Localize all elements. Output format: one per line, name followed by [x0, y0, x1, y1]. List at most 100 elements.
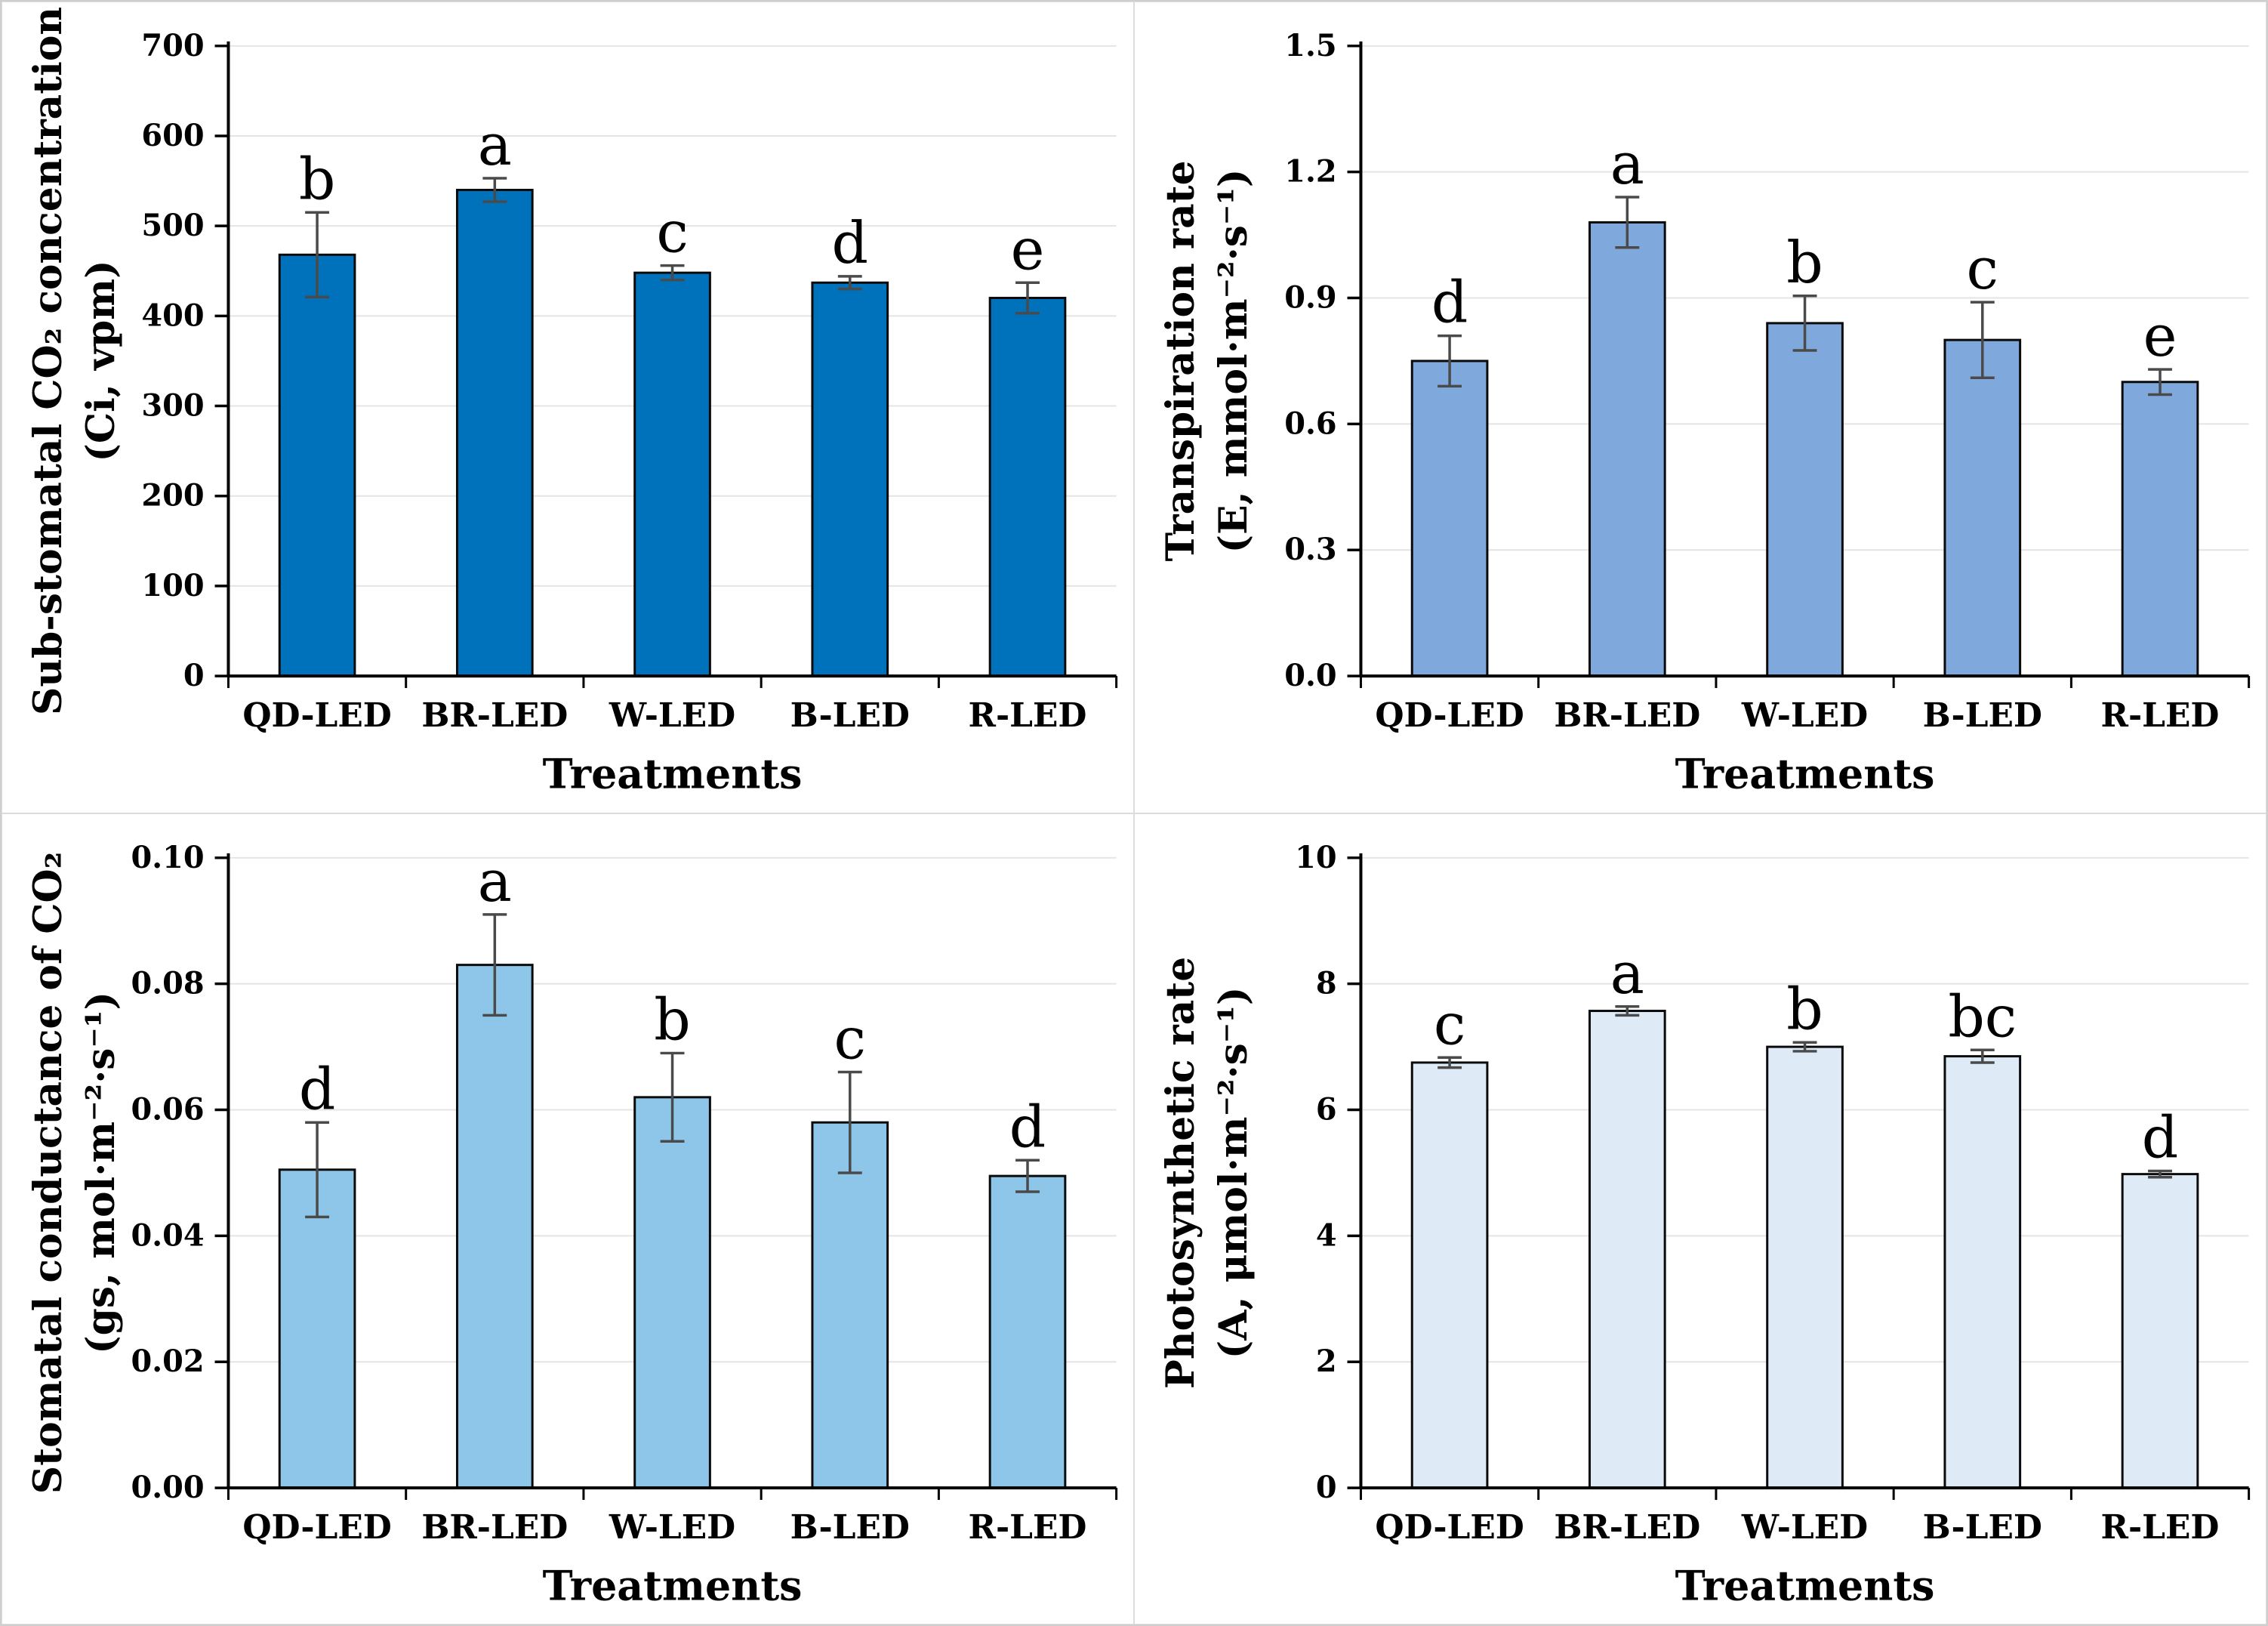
x-category-label: R-LED	[969, 1507, 1087, 1546]
error-bar	[1438, 1056, 1462, 1069]
bar-QD-LED	[278, 253, 356, 677]
error-bar	[305, 211, 330, 299]
y-tick-label: 0.3	[1284, 532, 1336, 567]
y-tick-label: 500	[141, 208, 204, 243]
y-tick-label: 0.06	[131, 1092, 204, 1127]
y-tick-label: 2	[1316, 1344, 1337, 1379]
error-bar	[1015, 281, 1040, 315]
error-bar	[1792, 1041, 1817, 1053]
error-bar	[1615, 196, 1640, 249]
bar-W-LED	[633, 271, 711, 677]
y-tick-label: 10	[1295, 840, 1336, 875]
y-tick-label: 300	[141, 388, 204, 423]
error-bar	[1438, 334, 1462, 388]
x-category-label: BR-LED	[1554, 1507, 1700, 1546]
y-tick-label: 0.9	[1284, 280, 1336, 315]
error-bar	[1615, 1004, 1640, 1017]
x-category-label: QD-LED	[242, 696, 392, 735]
bar-QD-LED	[278, 1168, 356, 1489]
error-bar	[2148, 1169, 2172, 1179]
x-axis-title: Treatments	[1675, 750, 1935, 798]
y-tick-label: 4	[1316, 1218, 1337, 1253]
error-bar	[1970, 301, 1995, 379]
x-axis-title: Treatments	[543, 750, 803, 798]
bar-W-LED	[1766, 322, 1844, 677]
x-category-label: BR-LED	[1554, 696, 1700, 735]
x-category-label: R-LED	[969, 696, 1087, 735]
x-category-label: B-LED	[1923, 1507, 2042, 1546]
bar-B-LED	[811, 1121, 889, 1489]
y-tick-label: 8	[1316, 966, 1337, 1001]
bar-chart-bottom-left: d a b c d 0.10 0.08 0.06 0.04 0.02 0.00 QD-LED BR-LE…	[25, 840, 1118, 1609]
x-category-label: B-LED	[790, 1507, 910, 1546]
y-tick-label: 0.08	[131, 966, 204, 1001]
sig-letter: b	[1786, 230, 1823, 296]
y-axis-title-line2: (A, μmol·m⁻²·s⁻¹)	[1210, 986, 1256, 1359]
x-category-label: W-LED	[1741, 1507, 1868, 1546]
bar-QD-LED	[1410, 359, 1489, 677]
error-bar	[482, 177, 507, 203]
sig-letter: c	[656, 199, 688, 266]
bar-R-LED	[2121, 1172, 2199, 1489]
bar-BR-LED	[1588, 221, 1666, 677]
bar-R-LED	[988, 1174, 1067, 1489]
chart-panel-photosynthetic-rate: c a b bc d 10 8 6 4 2 0 QD-LED BR-LED W-LED B-LED R-LED…	[1134, 813, 2266, 1624]
bar-chart-top-right: d a b c e 1.5 1.2 0.9 0.6 0.3 0.0 QD-LED BR-LED W-LED…	[1157, 29, 2251, 798]
bar-R-LED	[2121, 381, 2199, 677]
sig-letter: d	[832, 210, 869, 276]
y-tick-label: 700	[141, 29, 204, 63]
y-tick-label: 0	[183, 659, 205, 693]
sig-letter: a	[478, 847, 512, 914]
bar-B-LED	[811, 281, 889, 677]
y-axis-title-line2: (Ci, vpm)	[78, 260, 124, 461]
sig-letter: e	[2143, 303, 2177, 369]
x-category-label: W-LED	[1741, 696, 1868, 735]
bar-chart-bottom-right: c a b bc d 10 8 6 4 2 0 QD-LED BR-LED W-LED B-LED R-LED…	[1157, 840, 2251, 1609]
x-category-label: QD-LED	[242, 1507, 392, 1546]
error-bar	[305, 1120, 330, 1218]
bar-W-LED	[633, 1095, 711, 1489]
sig-letter: c	[834, 1005, 866, 1072]
sig-letter: d	[1009, 1094, 1046, 1160]
bar-W-LED	[1766, 1045, 1844, 1489]
x-category-label: B-LED	[1923, 696, 2042, 735]
y-tick-label: 0	[1316, 1470, 1337, 1505]
y-tick-label: 100	[141, 569, 204, 603]
y-tick-label: 1.5	[1284, 29, 1336, 63]
x-axis-title: Treatments	[543, 1561, 803, 1609]
y-tick-label: 0.6	[1284, 406, 1336, 441]
bar-BR-LED	[1588, 1009, 1666, 1489]
error-bar	[837, 275, 862, 291]
error-bar	[1015, 1159, 1040, 1193]
y-tick-label: 200	[141, 479, 204, 514]
error-bar	[1970, 1048, 1995, 1064]
bar-R-LED	[988, 297, 1067, 677]
bar-chart-top-left: b a c d e 700 600 500 400 300 200 100 0 QD-LED BR-LED W…	[25, 7, 1118, 798]
x-category-label: R-LED	[2101, 1507, 2220, 1546]
sig-letter: bc	[1948, 983, 2017, 1050]
error-bar	[837, 1070, 862, 1174]
chart-panel-transpiration-rate: d a b c e 1.5 1.2 0.9 0.6 0.3 0.0 QD-LED BR-LED W-LED…	[1134, 2, 2266, 813]
y-tick-label: 0.02	[131, 1344, 204, 1379]
error-bar	[660, 264, 685, 282]
y-tick-label: 0.04	[131, 1218, 204, 1253]
x-category-label: R-LED	[2101, 696, 2220, 735]
x-category-label: W-LED	[609, 696, 735, 735]
sig-letter: b	[299, 146, 336, 212]
y-tick-label: 1.2	[1284, 155, 1336, 190]
x-category-label: BR-LED	[421, 696, 568, 735]
sig-letter: a	[478, 112, 512, 178]
sig-letter: b	[1786, 976, 1823, 1042]
y-tick-label: 0.0	[1284, 659, 1336, 693]
error-bar	[482, 912, 507, 1017]
y-axis-title-line2: (gs, mol·m⁻²·s⁻¹)	[78, 992, 124, 1354]
sig-letter: b	[654, 986, 691, 1053]
y-tick-label: 600	[141, 119, 204, 153]
sig-letter: c	[1434, 991, 1465, 1057]
bar-B-LED	[1943, 1054, 2022, 1489]
x-category-label: W-LED	[609, 1507, 735, 1546]
x-category-label: QD-LED	[1375, 1507, 1524, 1546]
sig-letter: c	[1967, 236, 1998, 302]
sig-letter: e	[1011, 216, 1045, 282]
